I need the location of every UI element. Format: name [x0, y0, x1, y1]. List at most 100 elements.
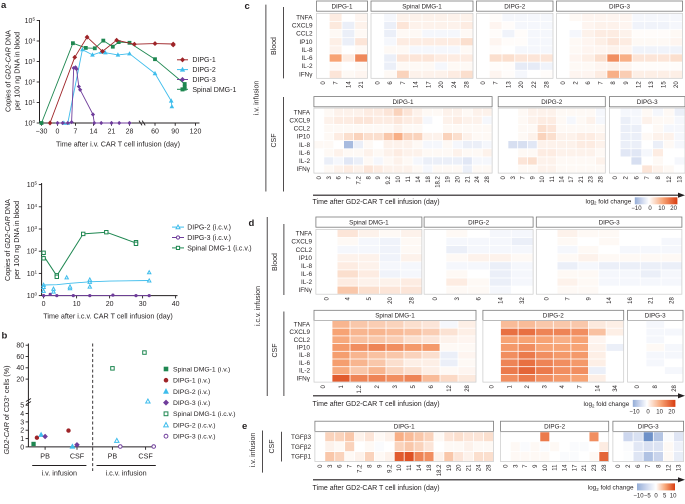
svg-text:10: 10 — [658, 206, 665, 212]
svg-text:21: 21 — [467, 464, 473, 471]
svg-text:i.v. infusion: i.v. infusion — [42, 469, 77, 478]
svg-text:9: 9 — [376, 175, 382, 179]
svg-text:102: 102 — [25, 78, 36, 86]
svg-text:16: 16 — [628, 297, 634, 304]
svg-text:21: 21 — [108, 129, 116, 136]
svg-text:0: 0 — [321, 384, 327, 388]
svg-text:TNFA: TNFA — [294, 322, 311, 329]
svg-text:10: 10 — [396, 175, 402, 182]
svg-text:8: 8 — [366, 175, 372, 179]
svg-text:i.v. infusion: i.v. infusion — [254, 81, 261, 116]
svg-text:Blood: Blood — [271, 37, 278, 55]
svg-text:22: 22 — [532, 81, 538, 88]
svg-text:3: 3 — [327, 175, 333, 179]
svg-text:IFNγ: IFNγ — [297, 375, 311, 382]
svg-text:14: 14 — [416, 175, 422, 182]
svg-text:40: 40 — [172, 301, 180, 308]
svg-text:10: 10 — [73, 301, 81, 308]
svg-text:TGFβ1: TGFβ1 — [291, 454, 311, 461]
svg-text:10: 10 — [543, 464, 549, 471]
svg-text:8: 8 — [656, 464, 662, 468]
svg-text:PB: PB — [40, 452, 50, 461]
svg-text:13: 13 — [506, 81, 512, 88]
svg-text:7: 7 — [646, 464, 652, 468]
svg-text:IL-8: IL-8 — [299, 352, 310, 359]
svg-text:103: 103 — [25, 58, 36, 66]
svg-text:DIPG-1: DIPG-1 — [332, 3, 353, 10]
svg-text:DIPG-2 (i.c.v.): DIPG-2 (i.c.v.) — [173, 422, 216, 429]
svg-text:IL-6: IL-6 — [299, 360, 310, 367]
svg-text:28: 28 — [545, 81, 551, 88]
svg-text:Spinal DMG-1 (i.c.v.): Spinal DMG-1 (i.c.v.) — [173, 411, 236, 418]
svg-text:0: 0 — [501, 175, 507, 179]
svg-text:1: 1 — [507, 384, 513, 388]
svg-text:28: 28 — [599, 175, 605, 182]
svg-text:9: 9 — [533, 464, 539, 468]
svg-text:Copies of GD2-CAR DNA: Copies of GD2-CAR DNA — [3, 199, 12, 281]
svg-text:Spinal DMG-1 (i.v.): Spinal DMG-1 (i.v.) — [173, 366, 230, 373]
svg-text:−10: −10 — [633, 494, 644, 500]
svg-text:101: 101 — [25, 99, 36, 107]
svg-text:0: 0 — [321, 81, 327, 85]
svg-text:7.2: 7.2 — [358, 464, 364, 473]
svg-text:Blood: Blood — [272, 253, 279, 271]
svg-text:c: c — [245, 1, 250, 12]
svg-text:28: 28 — [672, 384, 678, 391]
svg-text:IP10: IP10 — [299, 255, 313, 262]
svg-text:IFNγ: IFNγ — [299, 71, 313, 78]
svg-text:10: 10 — [397, 464, 403, 471]
svg-text:24: 24 — [452, 81, 458, 88]
svg-text:8: 8 — [368, 464, 374, 468]
svg-text:14: 14 — [563, 464, 569, 471]
svg-text:DIPG-2: DIPG-2 — [468, 219, 489, 226]
svg-text:28: 28 — [487, 464, 493, 471]
svg-text:120: 120 — [190, 129, 202, 136]
svg-text:−10: −10 — [631, 206, 642, 212]
svg-text:15: 15 — [662, 81, 668, 88]
svg-text:8: 8 — [656, 175, 662, 179]
svg-text:log2 fold change: log2 fold change — [583, 401, 629, 408]
svg-text:20: 20 — [388, 297, 394, 304]
svg-text:12: 12 — [667, 175, 673, 182]
svg-text:14: 14 — [417, 464, 423, 471]
svg-text:TGFβ2: TGFβ2 — [291, 444, 311, 451]
svg-text:10: 10 — [656, 410, 663, 416]
svg-text:90: 90 — [171, 129, 179, 136]
svg-text:21: 21 — [579, 175, 585, 182]
svg-text:7: 7 — [566, 297, 572, 301]
svg-text:3: 3 — [543, 384, 549, 388]
svg-text:7: 7 — [645, 175, 651, 179]
svg-text:6: 6 — [337, 175, 343, 179]
svg-text:DIPG-1: DIPG-1 — [394, 424, 415, 431]
svg-text:18.2: 18.2 — [436, 175, 442, 187]
svg-text:DIPG-3 (i.v.): DIPG-3 (i.v.) — [173, 400, 210, 407]
svg-text:34: 34 — [613, 384, 619, 391]
svg-text:IL-8: IL-8 — [301, 263, 312, 270]
svg-text:IL-6: IL-6 — [301, 271, 312, 278]
svg-text:IFNγ: IFNγ — [297, 166, 311, 173]
svg-text:24: 24 — [475, 175, 481, 182]
svg-text:40: 40 — [16, 365, 24, 372]
svg-text:2: 2 — [624, 175, 630, 179]
svg-text:DIPG-2: DIPG-2 — [192, 67, 215, 74]
svg-text:TNFA: TNFA — [296, 231, 313, 238]
svg-text:28: 28 — [126, 129, 134, 136]
svg-text:17: 17 — [572, 464, 578, 471]
svg-text:0: 0 — [490, 384, 496, 388]
svg-text:20: 20 — [455, 175, 461, 182]
svg-text:100: 100 — [27, 292, 38, 300]
svg-text:DIPG-1 (i.v.): DIPG-1 (i.v.) — [173, 378, 210, 385]
svg-text:log2 fold change: log2 fold change — [588, 484, 634, 491]
svg-text:13: 13 — [678, 175, 684, 182]
svg-text:0: 0 — [616, 464, 622, 468]
svg-text:0: 0 — [375, 81, 381, 85]
svg-text:0: 0 — [318, 464, 324, 468]
svg-text:20: 20 — [16, 377, 24, 384]
svg-text:1.2: 1.2 — [357, 384, 363, 393]
svg-text:per 100 ng DNA in blood: per 100 ng DNA in blood — [12, 32, 21, 110]
svg-text:28: 28 — [602, 464, 608, 471]
svg-text:28: 28 — [409, 297, 415, 304]
svg-text:105: 105 — [25, 17, 36, 25]
svg-text:Spinal DMG-1 (i.c.v.): Spinal DMG-1 (i.c.v.) — [187, 245, 251, 252]
svg-text:10: 10 — [670, 494, 677, 500]
